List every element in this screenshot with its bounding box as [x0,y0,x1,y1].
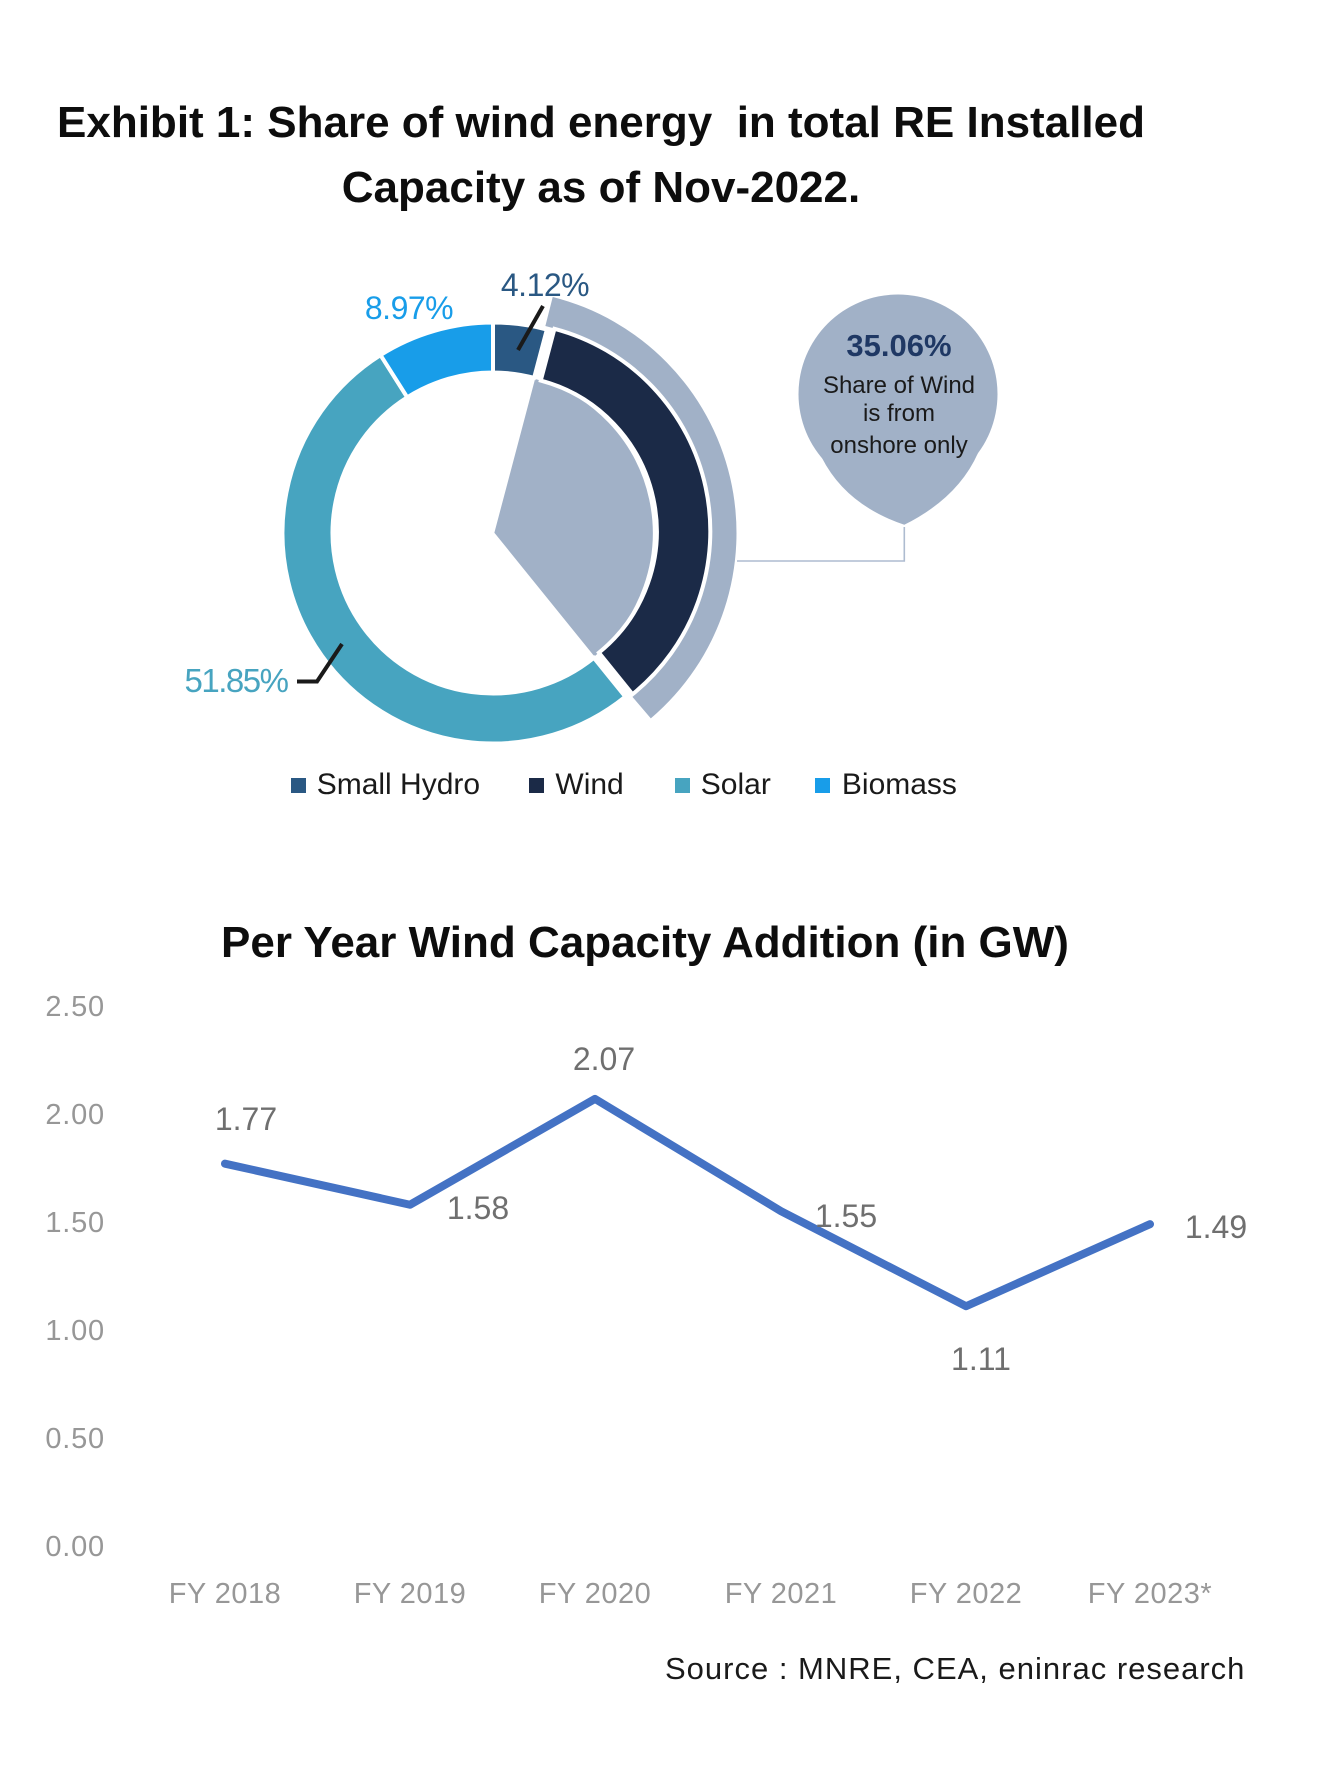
svg-text:Small Hydro: Small Hydro [317,768,480,801]
svg-text:FY 2018: FY 2018 [169,1578,282,1610]
svg-text:0.00: 0.00 [45,1531,105,1563]
svg-text:1.55: 1.55 [815,1198,877,1234]
svg-text:FY 2022: FY 2022 [910,1578,1023,1610]
svg-text:0.50: 0.50 [45,1423,105,1455]
svg-text:1.50: 1.50 [45,1207,105,1239]
svg-text:2.50: 2.50 [45,991,105,1023]
svg-text:4.12%: 4.12% [501,267,589,303]
svg-text:2.07: 2.07 [573,1041,635,1077]
svg-text:1.11: 1.11 [951,1341,1011,1377]
svg-text:Share of Wind: Share of Wind [823,372,975,399]
svg-text:FY 2021: FY 2021 [725,1578,838,1610]
svg-text:1.77: 1.77 [215,1101,277,1137]
svg-text:35.06%: 35.06% [846,328,951,363]
svg-text:Biomass: Biomass [842,768,957,801]
svg-text:Capacity as of Nov-2022.: Capacity as of Nov-2022. [342,163,860,212]
svg-text:51.85%: 51.85% [185,662,289,699]
svg-text:onshore only: onshore only [830,432,967,459]
svg-text:FY 2020: FY 2020 [539,1578,652,1610]
svg-text:8.97%: 8.97% [365,290,453,326]
svg-text:Source : MNRE, CEA, eninrac re: Source : MNRE, CEA, eninrac research [665,1651,1245,1686]
svg-text:1.49: 1.49 [1185,1209,1247,1245]
svg-text:FY 2019: FY 2019 [354,1578,467,1610]
svg-text:Exhibit 1: Share of wind energ: Exhibit 1: Share of wind energy in total… [57,98,1145,147]
svg-text:is from: is from [863,400,935,427]
svg-text:Wind: Wind [555,768,623,801]
svg-text:1.00: 1.00 [45,1315,105,1347]
svg-text:2.00: 2.00 [45,1099,105,1131]
svg-text:Solar: Solar [701,768,771,801]
svg-text:Per Year Wind Capacity Additio: Per Year Wind Capacity Addition (in GW) [221,918,1069,967]
svg-text:FY 2023*: FY 2023* [1088,1578,1212,1610]
svg-text:1.58: 1.58 [447,1190,509,1226]
